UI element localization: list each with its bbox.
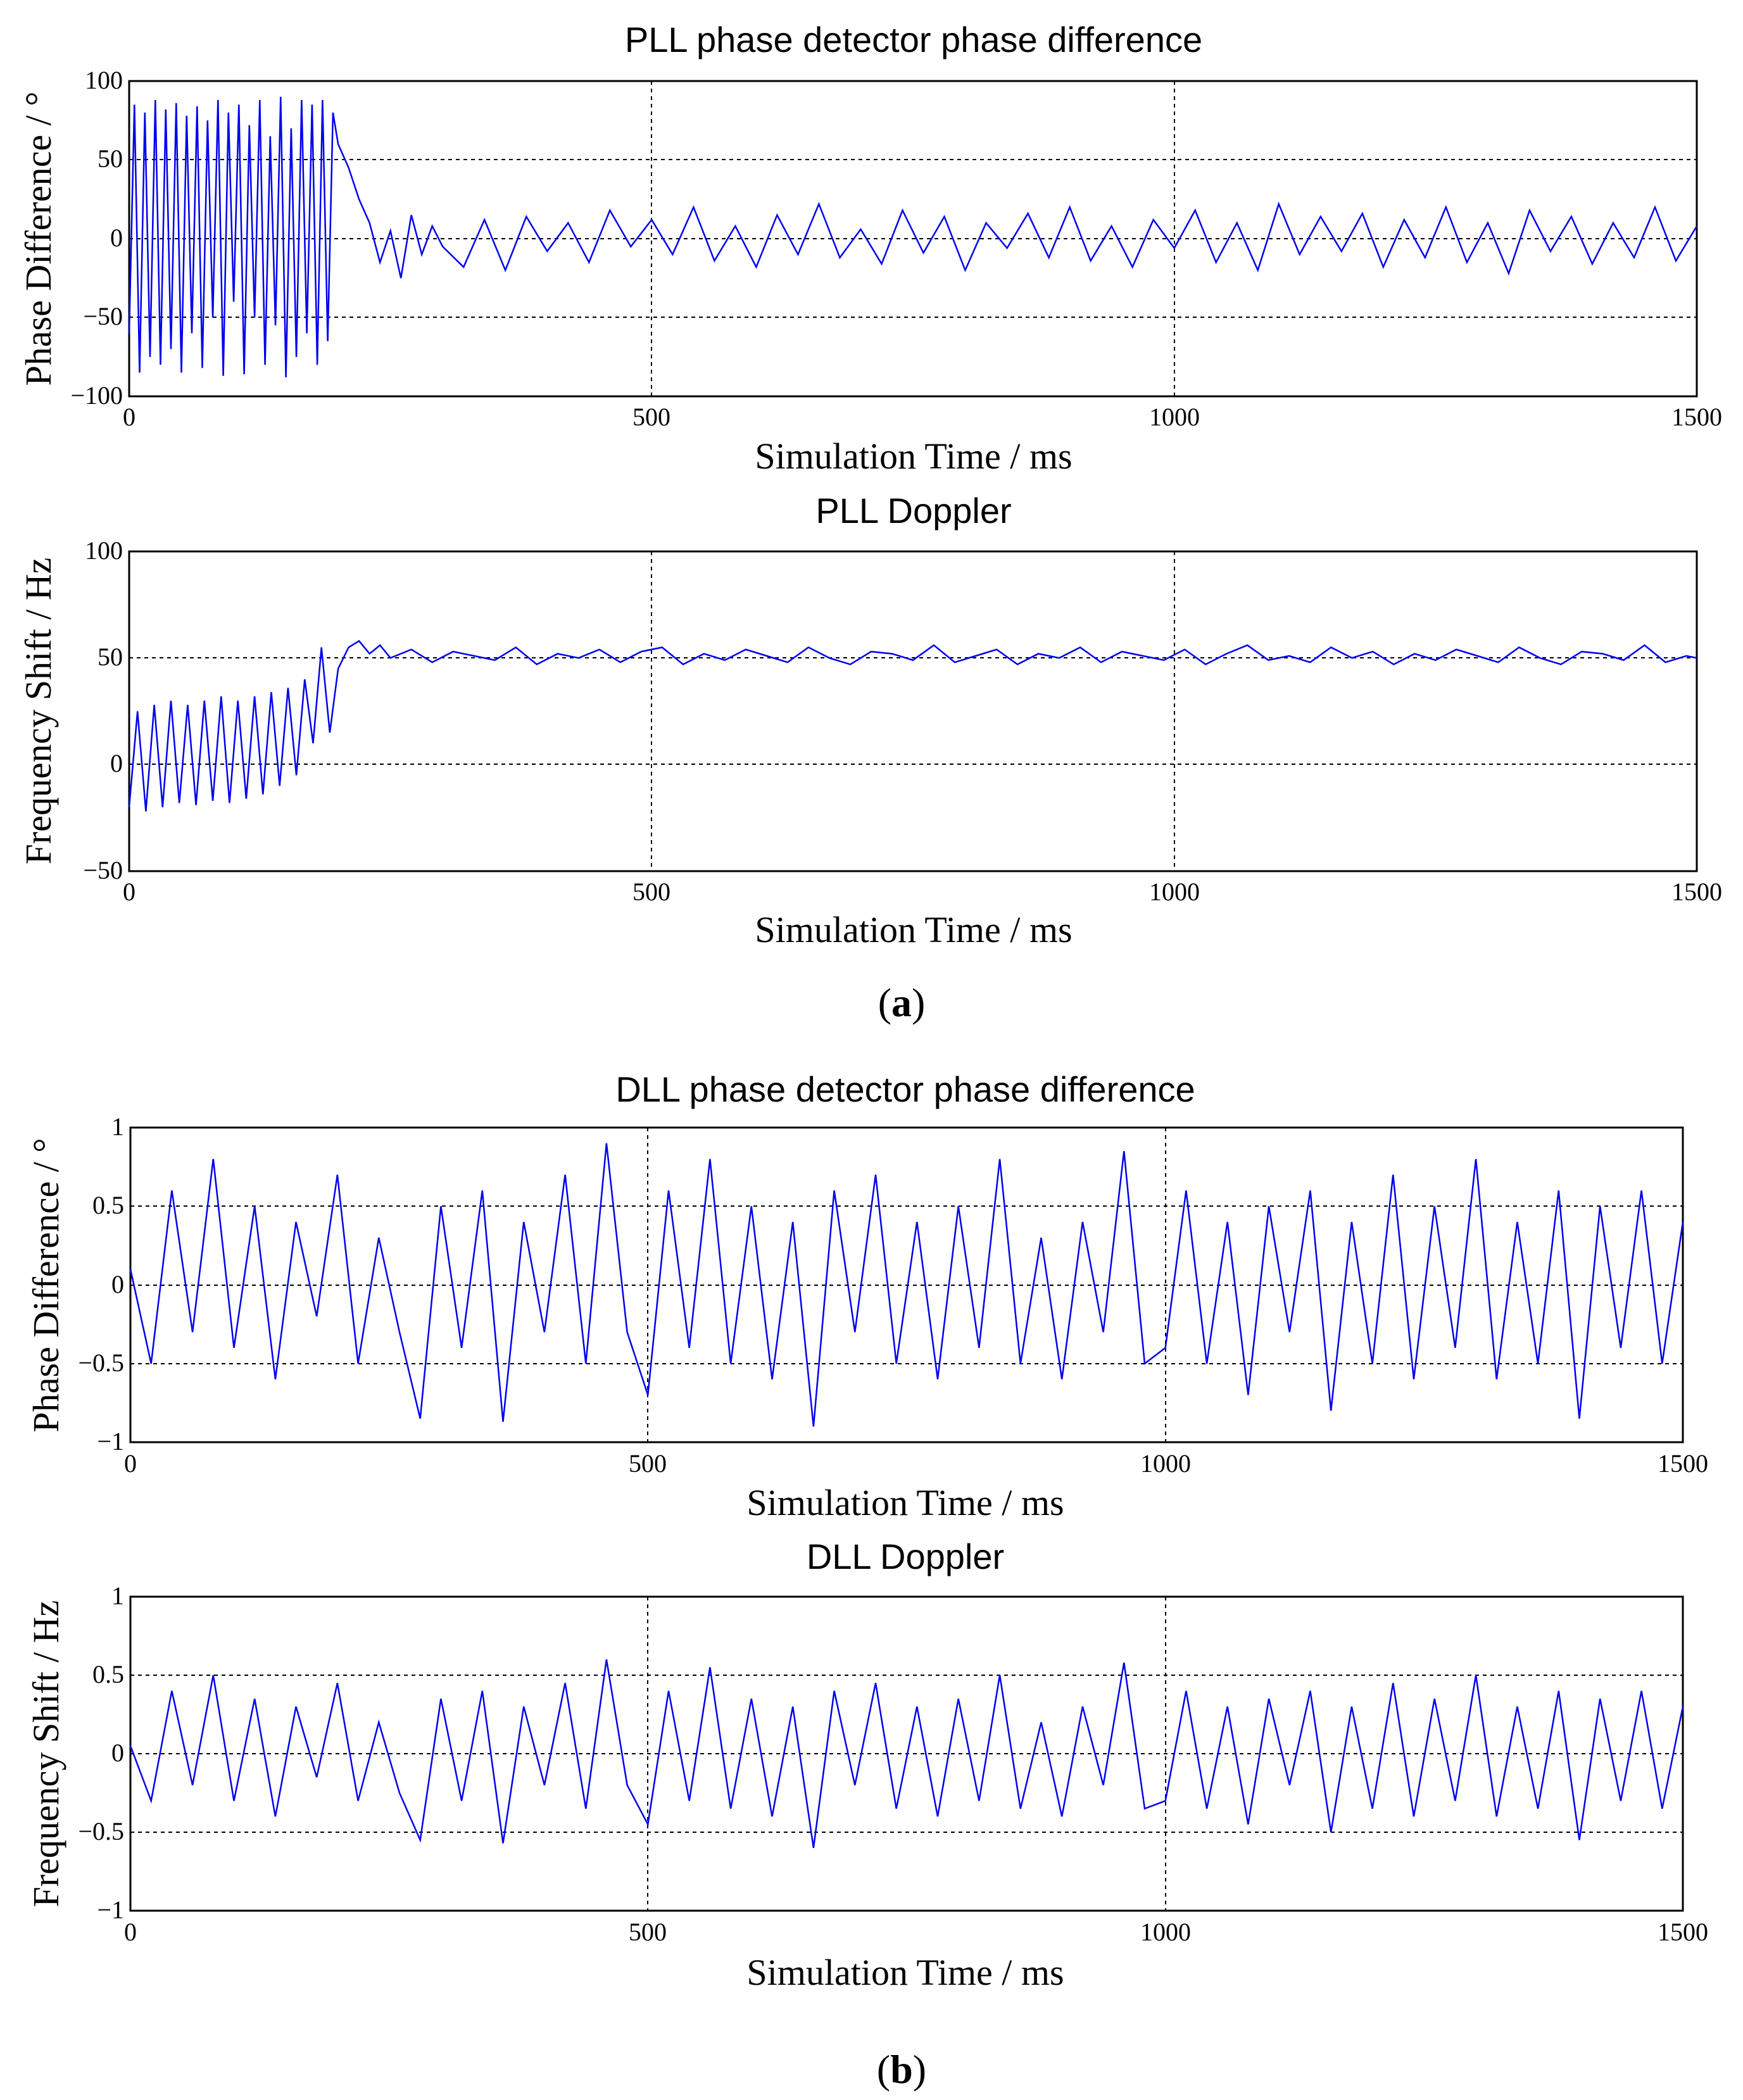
y-tick-label: −1 xyxy=(97,1427,124,1456)
x-tick-label: 500 xyxy=(632,877,670,906)
y-tick-label: 100 xyxy=(85,536,123,565)
x-tick-label: 1000 xyxy=(1140,1449,1191,1478)
x-axis-label: Simulation Time / ms xyxy=(746,1952,1064,1993)
x-tick-label: 500 xyxy=(632,403,670,431)
y-tick-label: −50 xyxy=(83,302,123,330)
grid-lines xyxy=(129,551,1697,871)
y-tick-label: −0.5 xyxy=(78,1817,124,1845)
grid-lines xyxy=(130,1128,1683,1442)
y-axis-label: Phase Difference / ° xyxy=(25,1138,66,1433)
x-tick-label: 1000 xyxy=(1149,403,1200,431)
chart-title: PLL phase detector phase difference xyxy=(625,20,1202,60)
chart-pll-phase: PLL phase detector phase difference 100 … xyxy=(18,20,1722,477)
x-tick-label: 0 xyxy=(123,403,135,431)
y-tick-label: 0.5 xyxy=(92,1660,124,1688)
x-tick-label: 1000 xyxy=(1149,877,1200,906)
y-tick-label: −1 xyxy=(97,1896,124,1924)
y-tick-label: 0.5 xyxy=(92,1191,124,1219)
x-axis-label: Simulation Time / ms xyxy=(755,436,1072,477)
y-tick-label: −100 xyxy=(70,381,123,410)
y-axis-label: Frequency Shift / Hz xyxy=(25,1600,66,1908)
x-axis-label: Simulation Time / ms xyxy=(755,909,1072,950)
x-tick-label: 0 xyxy=(123,877,135,906)
y-tick-label: 1 xyxy=(111,1581,124,1610)
chart-title: DLL phase detector phase difference xyxy=(615,1069,1195,1109)
plot-frame xyxy=(128,550,1698,872)
x-tick-label: 0 xyxy=(124,1918,137,1946)
chart-title: PLL Doppler xyxy=(815,491,1011,531)
series-line-dll-doppler xyxy=(129,1659,1684,1848)
y-tick-label: 0 xyxy=(110,223,123,252)
y-tick-label: 0 xyxy=(110,749,123,777)
y-tick-label: −0.5 xyxy=(78,1349,124,1377)
x-tick-label: 1500 xyxy=(1658,1449,1708,1478)
series-line-pll-doppler xyxy=(128,639,1697,812)
chart-dll-phase: DLL phase detector phase difference 1 0.… xyxy=(25,1069,1708,1523)
chart-dll-doppler: DLL Doppler 1 0.5 0 −0.5 −1 0 500 1000 1… xyxy=(25,1537,1708,1993)
series-line-dll-phase xyxy=(129,1143,1684,1427)
series-line-pll-phase xyxy=(128,96,1698,378)
x-tick-label: 500 xyxy=(629,1918,667,1946)
x-tick-label: 1500 xyxy=(1658,1918,1708,1946)
y-tick-label: −50 xyxy=(83,856,123,884)
x-tick-label: 1500 xyxy=(1671,403,1722,431)
chart-title: DLL Doppler xyxy=(807,1537,1004,1576)
x-axis-label: Simulation Time / ms xyxy=(746,1482,1064,1523)
y-tick-label: 1 xyxy=(111,1112,124,1141)
x-tick-label: 0 xyxy=(124,1449,137,1478)
x-tick-label: 500 xyxy=(629,1449,667,1478)
caption-b: (b) xyxy=(877,2047,926,2092)
chart-pll-doppler: PLL Doppler 100 50 0 −50 0 500 1000 1500… xyxy=(18,491,1722,950)
y-tick-label: 0 xyxy=(111,1270,124,1298)
y-tick-label: 0 xyxy=(111,1738,124,1767)
y-axis-label: Phase Difference / ° xyxy=(18,92,59,386)
grid-lines xyxy=(129,81,1697,396)
y-axis-label: Frequency Shift / Hz xyxy=(18,558,59,865)
x-tick-label: 1000 xyxy=(1140,1918,1191,1946)
y-tick-label: 50 xyxy=(98,643,123,671)
caption-a: (a) xyxy=(878,980,926,1025)
x-tick-label: 1500 xyxy=(1671,877,1722,906)
y-tick-label: 50 xyxy=(98,144,123,173)
y-tick-label: 100 xyxy=(85,66,123,94)
